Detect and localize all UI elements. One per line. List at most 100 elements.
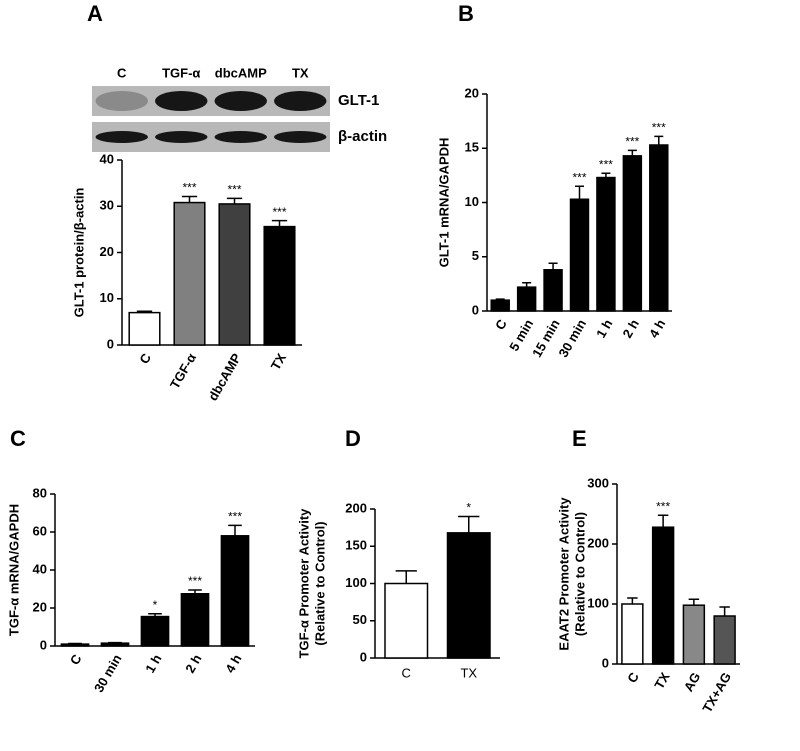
y-tick-label: 100: [345, 575, 367, 590]
significance: ***: [227, 183, 241, 197]
error-bar: [495, 298, 505, 301]
blot-band: [214, 131, 267, 143]
x-tick-label: 4 h: [646, 317, 668, 341]
y-axis-label: (Relative to Control): [572, 512, 587, 636]
x-tick-label: C: [402, 665, 411, 680]
blot-band: [155, 91, 208, 111]
y-tick-label: 0: [472, 302, 479, 317]
y-tick-label: 40: [33, 561, 47, 576]
y-tick-label: 0: [107, 336, 114, 351]
y-tick-label: 10: [100, 290, 114, 305]
significance: ***: [272, 205, 286, 219]
bar: [651, 526, 675, 665]
y-axis-label: TGF-α mRNA/GAPDH: [6, 504, 21, 636]
y-tick-label: 30: [100, 198, 114, 213]
error-bar: [548, 262, 558, 270]
blot-band-label: GLT-1: [338, 92, 379, 109]
bar: [682, 604, 706, 665]
y-tick-label: 60: [33, 523, 47, 538]
y-tick-label: 200: [345, 500, 367, 515]
error-bar: [395, 570, 417, 584]
blot-lane-label: dbcAMP: [215, 65, 267, 80]
error-bar: [627, 149, 637, 156]
significance: ***: [625, 135, 639, 149]
bar: [60, 643, 90, 647]
y-tick-label: 20: [465, 85, 479, 100]
y-tick-label: 40: [100, 151, 114, 166]
panel-label: C: [10, 426, 26, 451]
blot-band: [95, 91, 148, 111]
panel-label: D: [345, 426, 361, 451]
x-tick-label: AG: [681, 670, 704, 694]
bar: [596, 176, 616, 312]
x-tick-label: 2 h: [620, 317, 642, 341]
bar: [140, 615, 170, 647]
significance: *: [466, 501, 471, 515]
bar: [218, 203, 251, 346]
blot-band: [155, 131, 208, 143]
x-tick-label: 30 min: [91, 652, 125, 695]
panel-label: B: [458, 1, 474, 26]
y-tick-label: 300: [587, 475, 609, 490]
panel-label: A: [87, 1, 103, 26]
error-bar: [181, 195, 198, 203]
blot-band: [214, 91, 267, 111]
y-axis-label: GLT-1 mRNA/GAPDH: [436, 138, 451, 268]
error-bar: [575, 185, 584, 200]
error-bar: [108, 641, 122, 644]
bar: [649, 144, 669, 312]
y-tick-label: 5: [472, 248, 479, 263]
bar: [621, 603, 644, 665]
error-bar: [522, 282, 532, 288]
significance: ***: [652, 120, 666, 134]
error-bar: [627, 597, 638, 604]
bar: [263, 225, 296, 346]
error-bar: [271, 219, 288, 227]
x-tick-label: TX: [460, 665, 477, 680]
error-bar: [458, 515, 480, 533]
blot-band: [274, 131, 327, 143]
error-bar: [228, 524, 242, 536]
bar: [220, 535, 250, 647]
y-tick-label: 20: [100, 244, 114, 259]
y-tick-label: 0: [602, 655, 609, 670]
x-tick-label: C: [492, 316, 510, 332]
y-axis-label: TGF-α Promoter Activity: [296, 508, 311, 659]
significance: ***: [572, 170, 586, 184]
y-tick-label: 0: [40, 637, 47, 652]
y-tick-label: 50: [353, 612, 367, 627]
error-bar: [188, 589, 202, 594]
error-bar: [68, 642, 82, 645]
significance: ***: [182, 181, 196, 195]
bar: [713, 615, 736, 665]
error-bar: [657, 514, 669, 528]
y-axis-label: EAAT2 Promoter Activity: [556, 497, 571, 651]
x-tick-label: C: [624, 669, 642, 685]
blot-band: [95, 131, 148, 143]
blot-band-label: β-actin: [338, 128, 387, 145]
error-bar: [688, 598, 700, 606]
y-tick-label: 200: [587, 535, 609, 550]
bar: [543, 269, 563, 312]
bar: [384, 582, 429, 659]
blot-band: [274, 91, 327, 111]
bar: [622, 155, 643, 312]
x-tick-label: 4 h: [222, 652, 244, 676]
x-tick-label: TGF-α: [167, 351, 199, 392]
y-tick-label: 100: [587, 595, 609, 610]
bar: [180, 593, 210, 647]
y-tick-label: 80: [33, 485, 47, 500]
panel-label: E: [572, 426, 587, 451]
x-tick-label: dbcAMP: [205, 350, 244, 403]
blot-lane-label: C: [117, 65, 127, 80]
significance: ***: [599, 157, 613, 171]
bar: [100, 642, 130, 647]
bar: [173, 201, 206, 346]
bar: [446, 532, 491, 659]
significance: ***: [188, 574, 202, 588]
error-bar: [148, 612, 162, 617]
y-tick-label: 150: [345, 538, 367, 553]
x-tick-label: C: [67, 651, 85, 667]
x-tick-label: C: [136, 350, 154, 366]
